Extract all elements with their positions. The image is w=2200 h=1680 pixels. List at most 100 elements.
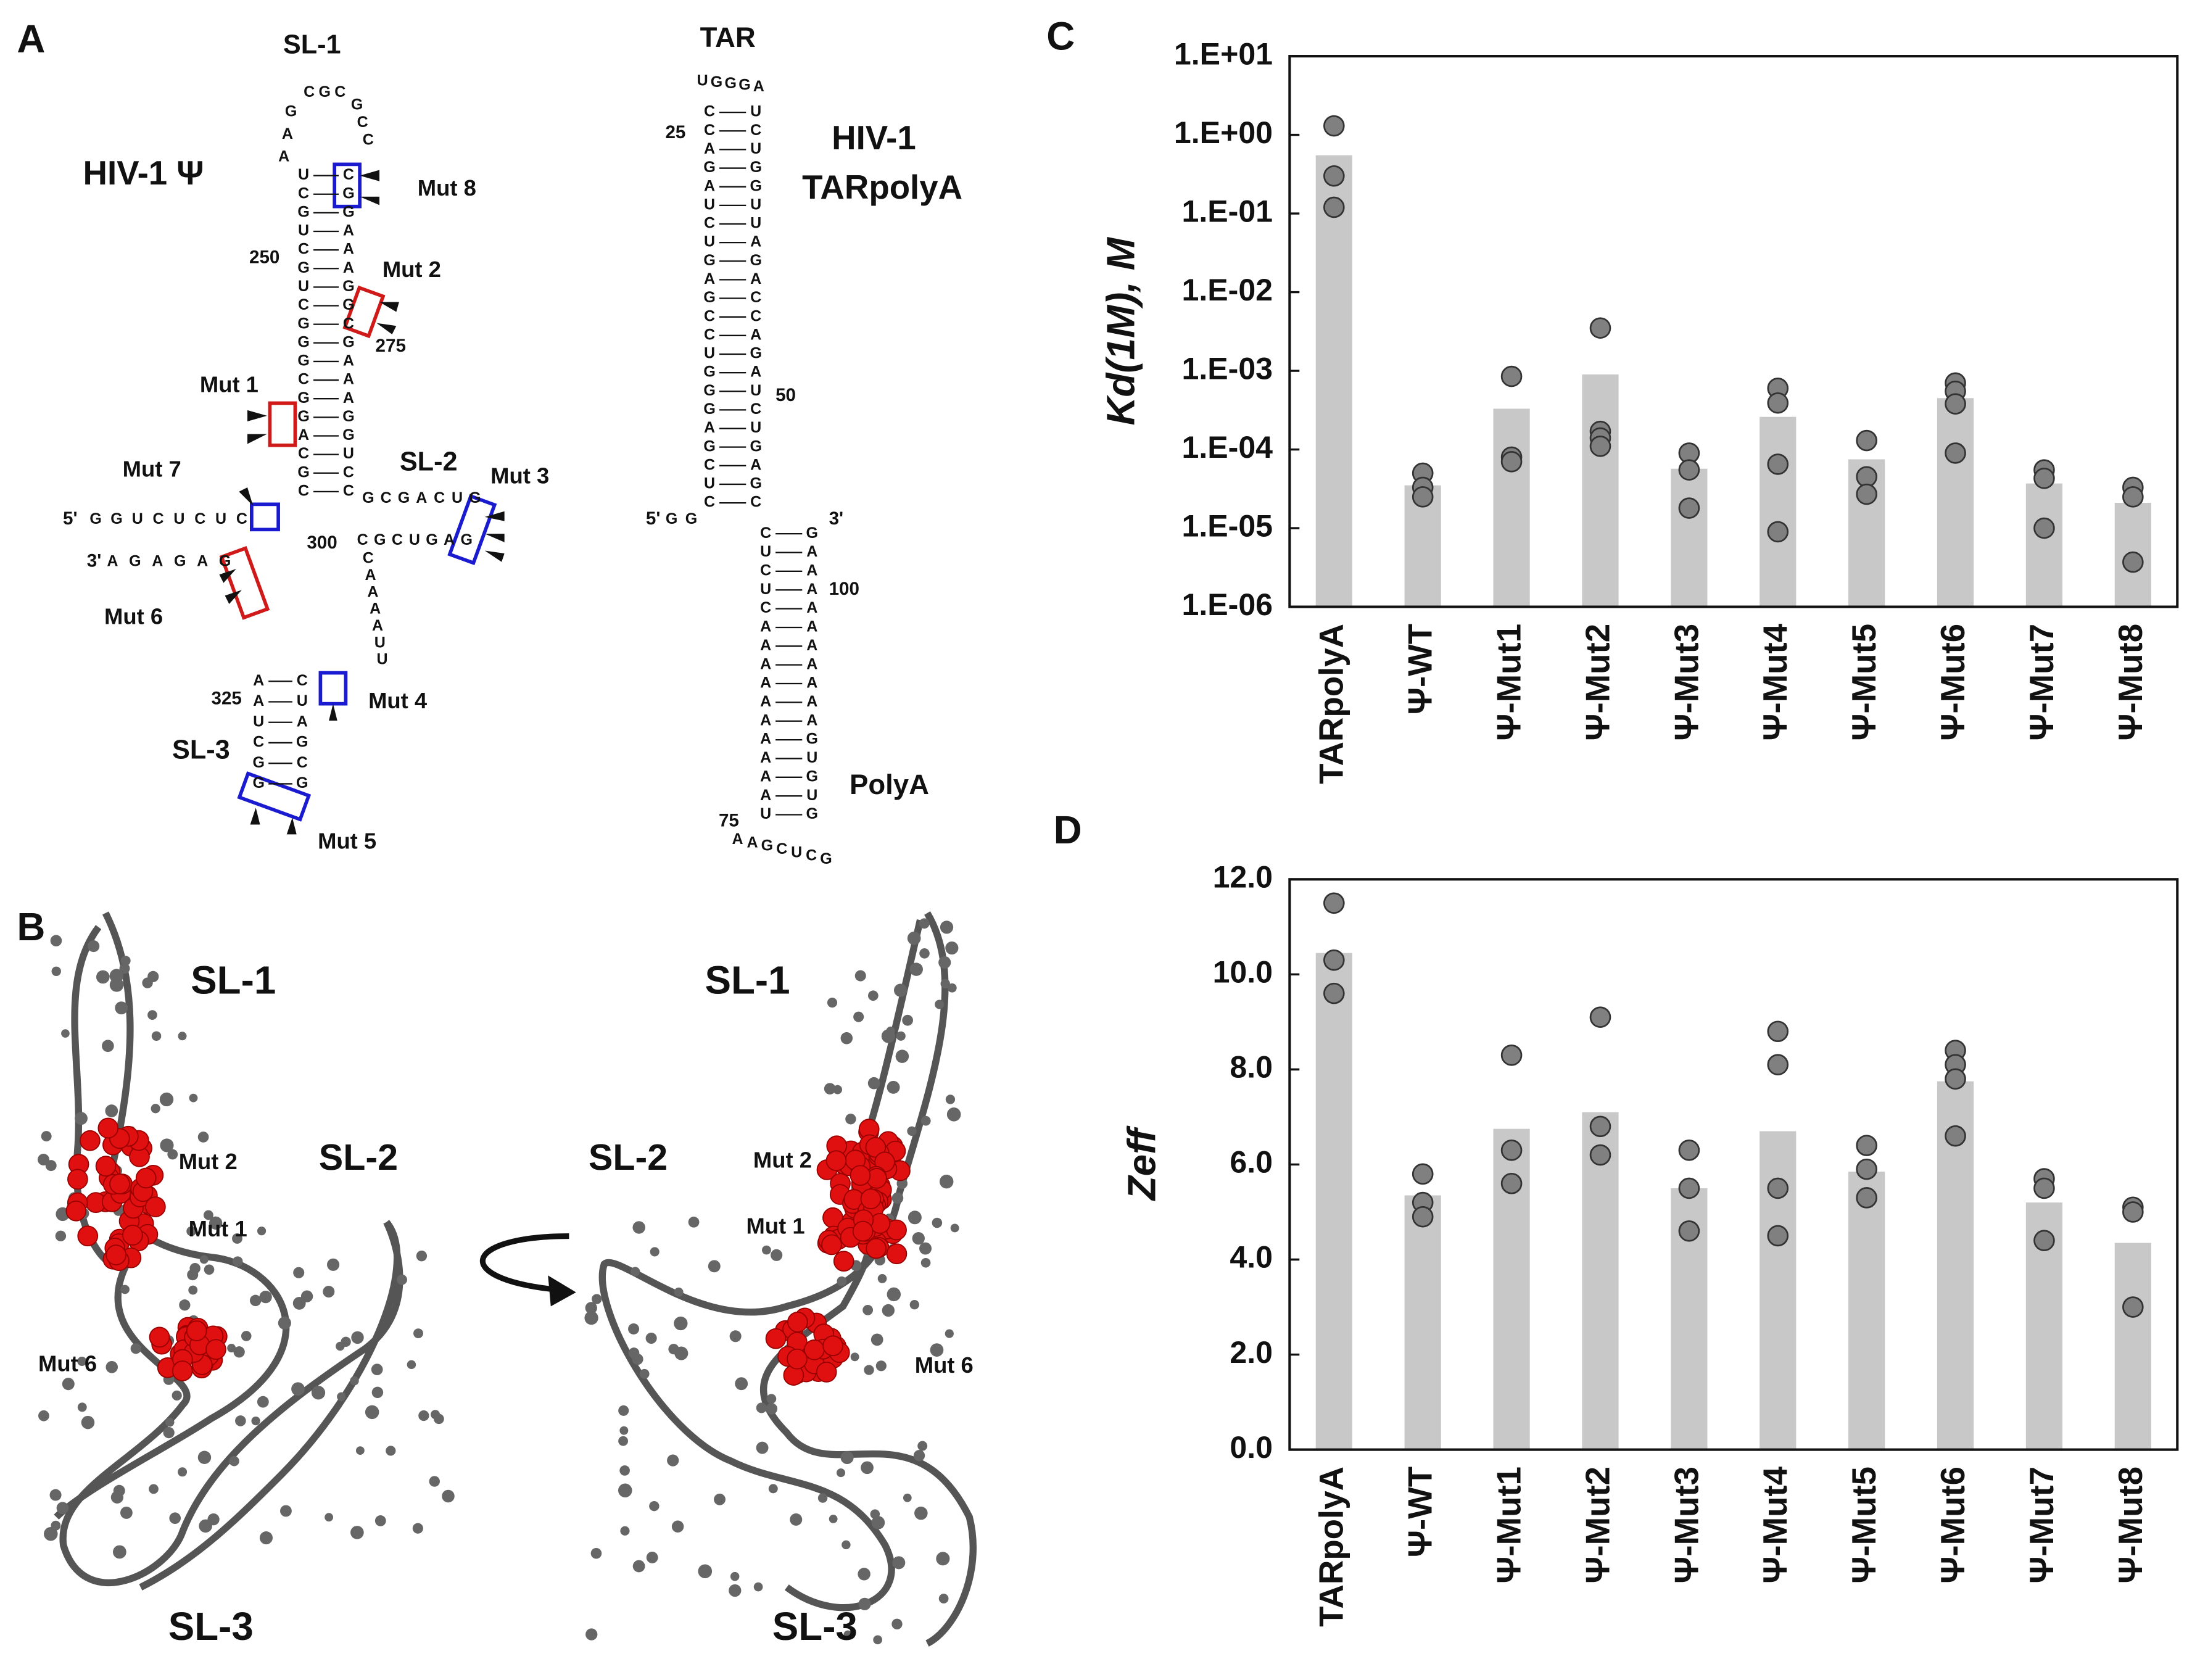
nucleotide-base bbox=[854, 970, 866, 982]
nucleotide: C bbox=[776, 840, 787, 858]
y-tick-label: 12.0 bbox=[1213, 859, 1273, 894]
nucleotide-base bbox=[853, 1011, 864, 1022]
nucleotide-base bbox=[631, 1267, 640, 1277]
nucleotide: G bbox=[342, 426, 354, 444]
nucleotide: G bbox=[750, 345, 761, 362]
structure-label: Mut 4 bbox=[368, 688, 428, 713]
mutation-sphere bbox=[186, 1320, 207, 1341]
nucleotide-base bbox=[771, 1249, 783, 1261]
nucleotide-base bbox=[940, 921, 954, 934]
nucleotide: A bbox=[704, 270, 715, 288]
nucleotide-base bbox=[585, 1302, 597, 1314]
nucleotide: A bbox=[760, 730, 771, 748]
y-tick-label: 1.E-06 bbox=[1181, 587, 1273, 622]
replicate-point bbox=[1678, 1140, 1700, 1161]
nucleotide-base bbox=[233, 1346, 245, 1358]
nucleotide-base bbox=[908, 1210, 922, 1225]
nucleotide-base bbox=[351, 1331, 364, 1344]
mutation-sphere bbox=[205, 1339, 226, 1360]
nucleotide: G bbox=[252, 774, 264, 792]
nucleotide: G bbox=[174, 552, 186, 569]
mutation-sphere bbox=[821, 1234, 842, 1256]
arrow bbox=[239, 487, 254, 506]
nucleotide-base bbox=[698, 1564, 713, 1579]
nucleotide-base bbox=[229, 1456, 239, 1467]
nucleotide: G bbox=[666, 510, 677, 528]
panel-label: D bbox=[1054, 808, 1082, 852]
nucleotide: G bbox=[460, 531, 472, 548]
structure-label: Mut 1 bbox=[189, 1216, 247, 1241]
nucleotide: G bbox=[297, 463, 309, 481]
nucleotide-base bbox=[291, 1382, 305, 1396]
nucleotide-base bbox=[867, 990, 879, 1001]
nucleotide-base bbox=[688, 1216, 700, 1228]
nucleotide: C bbox=[298, 241, 309, 258]
bar bbox=[1493, 408, 1530, 607]
nucleotide-base bbox=[887, 1080, 900, 1094]
nucleotide-base bbox=[374, 1515, 386, 1526]
nucleotide: A bbox=[760, 637, 771, 654]
nucleotide-base bbox=[842, 1540, 851, 1550]
structure-label: Mut 1 bbox=[746, 1214, 805, 1239]
structure-label: 3' bbox=[829, 508, 843, 529]
replicate-point bbox=[1589, 1144, 1611, 1166]
replicate-point bbox=[1945, 1125, 1966, 1147]
nucleotide: A bbox=[806, 543, 817, 560]
bar bbox=[2025, 483, 2063, 607]
nucleotide-base bbox=[418, 1410, 429, 1421]
nucleotide-base bbox=[187, 1269, 199, 1281]
replicate-point bbox=[1500, 1140, 1523, 1161]
nucleotide: A bbox=[367, 583, 378, 600]
structure-label: SL-1 bbox=[283, 30, 341, 60]
structure-label: 5' bbox=[63, 508, 77, 529]
replicate-point bbox=[2033, 1230, 2055, 1251]
plot-frame bbox=[1288, 55, 2179, 608]
mutation-sphere bbox=[77, 1225, 99, 1247]
replicate-point bbox=[2122, 1201, 2144, 1223]
nucleotide: C bbox=[392, 531, 403, 548]
nucleotide-base bbox=[371, 1386, 384, 1399]
nucleotide-base bbox=[77, 1356, 87, 1366]
plot-frame bbox=[1288, 878, 2179, 1451]
nucleotide: U bbox=[791, 843, 802, 861]
nucleotide: U bbox=[750, 419, 761, 436]
nucleotide: G bbox=[806, 768, 818, 785]
nucleotide-base bbox=[167, 1149, 178, 1160]
nucleotide-base bbox=[639, 1368, 650, 1379]
x-tick-label: Ψ-Mut5 bbox=[1845, 624, 1883, 741]
nucleotide-base bbox=[645, 1332, 657, 1344]
nucleotide: U bbox=[253, 713, 264, 730]
backbone bbox=[54, 911, 401, 1591]
nucleotide: G bbox=[297, 333, 309, 350]
replicate-point bbox=[2122, 486, 2144, 508]
replicate-point bbox=[1500, 1172, 1523, 1194]
nucleotide-base bbox=[96, 970, 110, 984]
nucleotide-base bbox=[882, 1304, 895, 1317]
nucleotide: G bbox=[342, 184, 354, 202]
nucleotide-base bbox=[105, 1104, 118, 1117]
nucleotide: A bbox=[343, 241, 354, 258]
replicate-point bbox=[2033, 467, 2055, 489]
nucleotide-base bbox=[827, 998, 838, 1008]
x-tick-label: Ψ-Mut6 bbox=[1934, 624, 1972, 741]
nucleotide: C bbox=[704, 326, 715, 343]
nucleotide-base bbox=[259, 1290, 272, 1304]
replicate-point bbox=[1412, 1163, 1434, 1185]
bar bbox=[1315, 953, 1352, 1450]
nucleotide: G bbox=[342, 203, 354, 220]
structure-label: SL-2 bbox=[319, 1136, 398, 1178]
nucleotide-base bbox=[919, 1242, 932, 1255]
nucleotide: U bbox=[806, 749, 817, 766]
nucleotide: G bbox=[296, 734, 308, 751]
nucleotide: U bbox=[409, 531, 420, 548]
replicate-point bbox=[1500, 1044, 1523, 1066]
nucleotide: A bbox=[806, 674, 817, 692]
nucleotide-base bbox=[442, 1489, 455, 1503]
nucleotide-base bbox=[628, 1323, 640, 1334]
replicate-point bbox=[1323, 165, 1345, 187]
nucleotide-base bbox=[938, 1594, 949, 1603]
nucleotide-base bbox=[75, 1112, 88, 1125]
nucleotide-base bbox=[840, 1032, 853, 1045]
nucleotide-base bbox=[649, 1500, 660, 1512]
